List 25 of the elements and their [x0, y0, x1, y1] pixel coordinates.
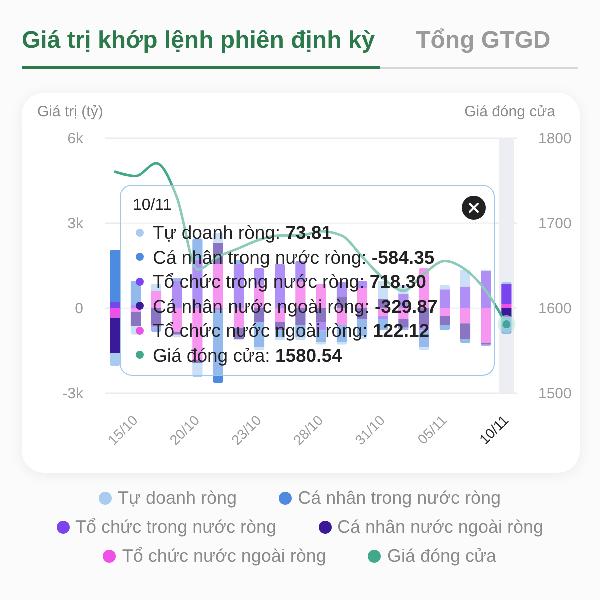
legend-label: Tổ chức trong nước ròng: [76, 517, 276, 538]
y-tick-label: 0: [75, 300, 84, 318]
legend-label: Tổ chức nước ngoài ròng: [122, 546, 326, 567]
annotation: Cá nhân nước ngoài ròng: -329.87: [152, 296, 438, 318]
annotation: Tổ chức trong nước ròng: 718.30: [152, 271, 426, 293]
chart-title: Giá trị khớp lệnh phiên định kỳ: [22, 26, 376, 56]
chart-subtitle: Tổng GTGD: [416, 26, 551, 56]
y-tick-label: 6k: [68, 130, 84, 148]
legend-label: Cá nhân trong nước ròng: [298, 488, 502, 509]
y2-tick-label: 1600: [538, 300, 572, 318]
y-axis-title: Giá trị (tỷ): [38, 104, 104, 120]
legend-label: Tự doanh ròng: [118, 488, 238, 509]
y-tick-label: 3k: [68, 216, 84, 232]
y2-tick-label: 1500: [538, 386, 572, 402]
y2-tick-label: 1700: [538, 216, 572, 232]
y2-tick-label: 1800: [538, 130, 572, 148]
legend-label: Giá đóng cửa: [387, 546, 497, 567]
y2-axis-title: Giá đóng cửa: [464, 104, 556, 120]
annotation: Tổ chức nước ngoài ròng: 122.12: [152, 320, 430, 342]
y-tick-label: -3k: [62, 386, 84, 402]
legend-label: Cá nhân nước ngoài ròng: [338, 517, 544, 538]
annotation: Giá đóng cửa: 1580.54: [152, 344, 342, 366]
annotation: Tự doanh ròng: 73.81: [152, 222, 332, 244]
annotation: 10/11: [133, 196, 172, 216]
annotation: Cá nhân trong nước ròng: -584.35: [152, 246, 435, 268]
